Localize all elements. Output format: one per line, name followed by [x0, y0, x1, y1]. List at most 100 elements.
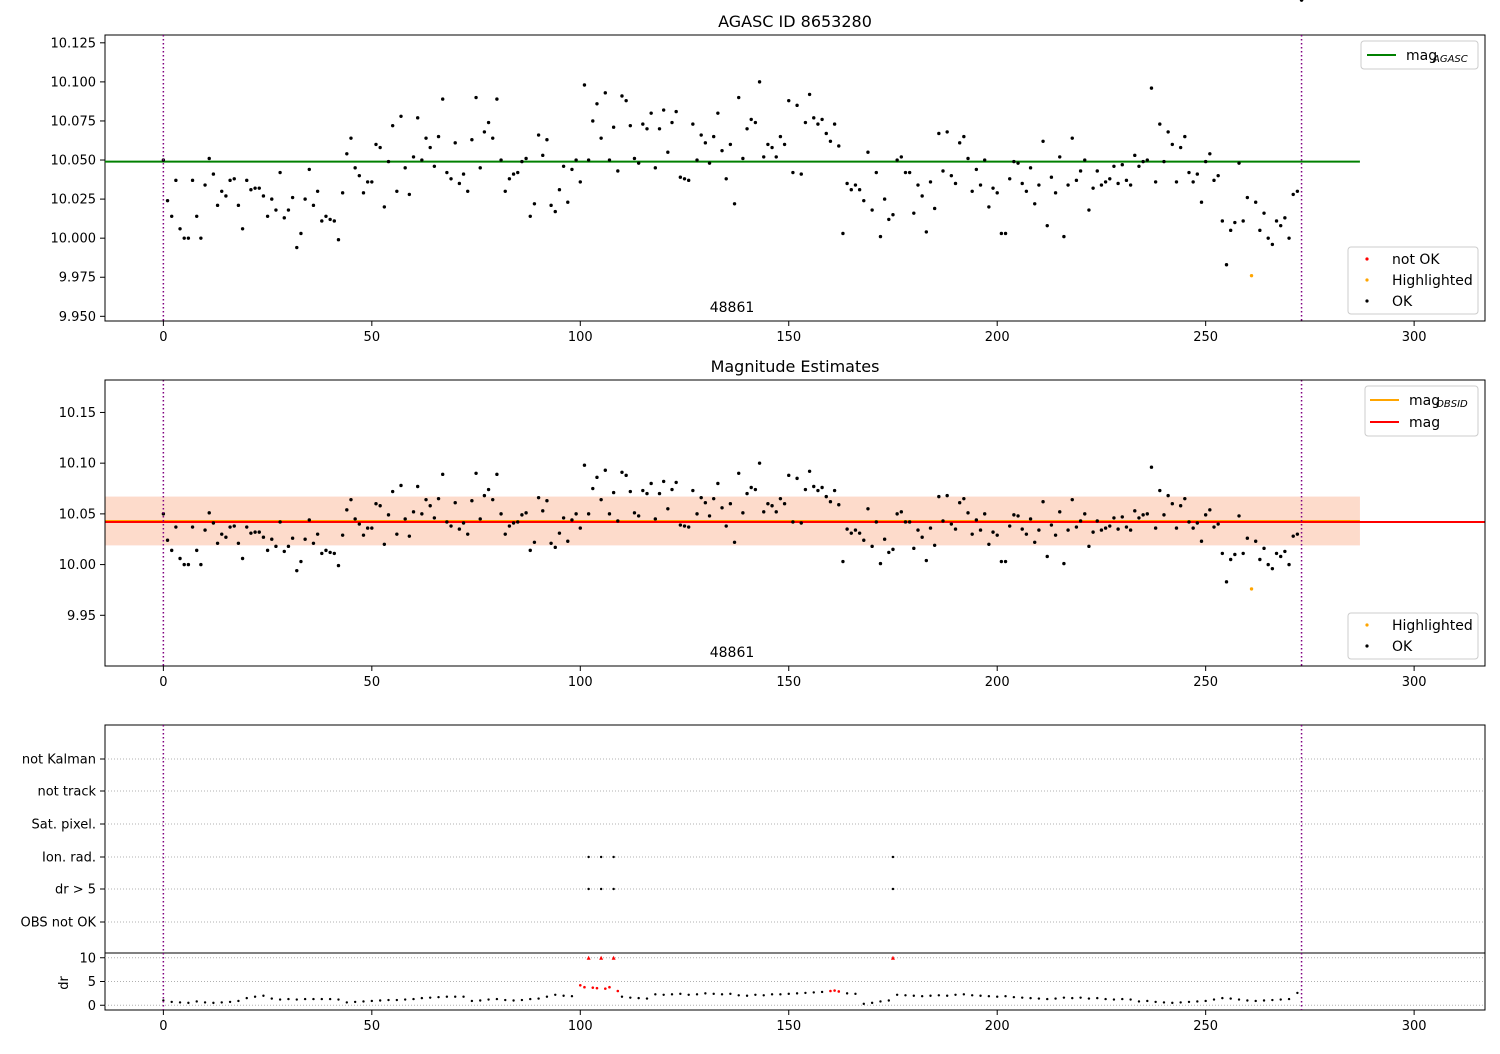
ok-point — [616, 169, 620, 173]
dr-ok-point — [1187, 1000, 1191, 1004]
dr-ok-point — [1212, 998, 1216, 1001]
ok-point — [924, 558, 929, 563]
ok-point — [470, 498, 474, 503]
ok-point — [1024, 532, 1029, 536]
dr-ok-point — [1004, 995, 1007, 998]
ok-point — [966, 511, 970, 515]
ok-point — [1058, 510, 1062, 514]
ok-point — [386, 159, 391, 164]
ok-point — [837, 503, 841, 507]
ok-point — [1178, 504, 1183, 508]
ok-point — [561, 516, 566, 520]
ok-point — [186, 562, 191, 567]
ok-point — [1187, 170, 1191, 175]
ok-point — [732, 540, 737, 544]
x-tick-label: 300 — [1402, 330, 1427, 345]
ok-point — [1091, 530, 1095, 534]
dr-ok-point — [987, 995, 991, 998]
ok-point — [1037, 528, 1041, 532]
magnitude-legend-highlighted: Highlighted — [1392, 618, 1473, 634]
ok-point — [670, 487, 674, 492]
flag-label: OBS not OK — [21, 916, 97, 931]
ok-point — [874, 170, 878, 175]
ok-point — [1237, 514, 1241, 518]
ok-point — [887, 217, 891, 222]
y-tick-label: 10.025 — [51, 193, 97, 208]
ok-point — [870, 208, 874, 212]
dr-ok-point — [887, 999, 891, 1002]
ok-point — [570, 518, 574, 522]
ok-point — [386, 513, 391, 517]
ok-point — [1149, 465, 1154, 469]
ok-point — [1053, 533, 1058, 537]
ok-point — [345, 508, 349, 512]
ok-point — [841, 231, 845, 236]
ok-point — [937, 494, 941, 499]
agasc-plot-frame — [104, 34, 1486, 322]
dr-ok-point — [562, 994, 565, 997]
magnitude-obsid-annotation: 48861 — [710, 645, 755, 661]
ok-point — [953, 181, 958, 186]
ok-point — [1083, 158, 1087, 162]
dr-ok-point — [920, 995, 924, 998]
ok-point — [1041, 500, 1045, 504]
ok-point — [340, 191, 345, 195]
ok-point — [745, 491, 749, 496]
ok-point — [624, 473, 628, 478]
ok-point — [161, 512, 166, 516]
ok-point — [824, 131, 828, 136]
ok-point — [1291, 192, 1295, 197]
ok-point — [524, 156, 528, 161]
ok-point — [278, 170, 282, 175]
ok-point — [853, 183, 858, 187]
dr-ok-point — [629, 996, 632, 999]
y-tick-label: 10.05 — [59, 507, 96, 522]
ok-point — [345, 152, 349, 156]
ok-point — [399, 483, 403, 488]
ok-point — [182, 562, 186, 567]
ok-point — [878, 561, 883, 566]
ok-point — [611, 490, 616, 495]
ok-point — [1033, 202, 1037, 206]
ok-point — [349, 497, 353, 502]
ok-point — [224, 535, 228, 539]
ok-point — [411, 510, 416, 514]
dr-ok-point — [353, 1000, 357, 1004]
dr-ok-point — [504, 998, 507, 1002]
ok-point — [1178, 145, 1183, 150]
ok-point — [570, 167, 574, 172]
dr-clipped-marker — [586, 955, 591, 960]
ok-point — [978, 183, 983, 187]
flag-point — [587, 855, 590, 859]
ok-point — [357, 173, 362, 178]
ok-point — [686, 525, 691, 529]
ok-point — [1253, 200, 1258, 204]
dr-ok-point — [545, 995, 549, 998]
ok-point — [382, 205, 387, 209]
ok-point — [507, 524, 512, 528]
ok-point — [999, 231, 1004, 236]
ok-point — [920, 535, 924, 539]
ok-point — [553, 209, 557, 214]
ok-point — [787, 473, 791, 478]
ok-point — [390, 123, 395, 128]
ok-point — [1008, 524, 1012, 528]
ok-point — [541, 509, 545, 513]
ok-point — [770, 145, 774, 150]
ok-point — [257, 186, 261, 190]
ok-point — [1170, 502, 1175, 506]
flag-label: not track — [37, 785, 96, 800]
ok-point — [445, 520, 449, 524]
ok-point — [1108, 524, 1112, 528]
ok-point — [891, 547, 895, 552]
ok-point — [1162, 513, 1166, 517]
ok-point — [595, 102, 599, 106]
dr-ok-point — [529, 997, 532, 1001]
ok-point — [186, 236, 191, 240]
agasc-line-legend: mag AGASC — [1360, 40, 1479, 70]
ok-point — [557, 531, 562, 535]
ok-point — [415, 116, 420, 120]
ok-point — [724, 177, 728, 181]
ok-point — [353, 517, 357, 521]
dr-ok-point — [270, 997, 273, 1000]
